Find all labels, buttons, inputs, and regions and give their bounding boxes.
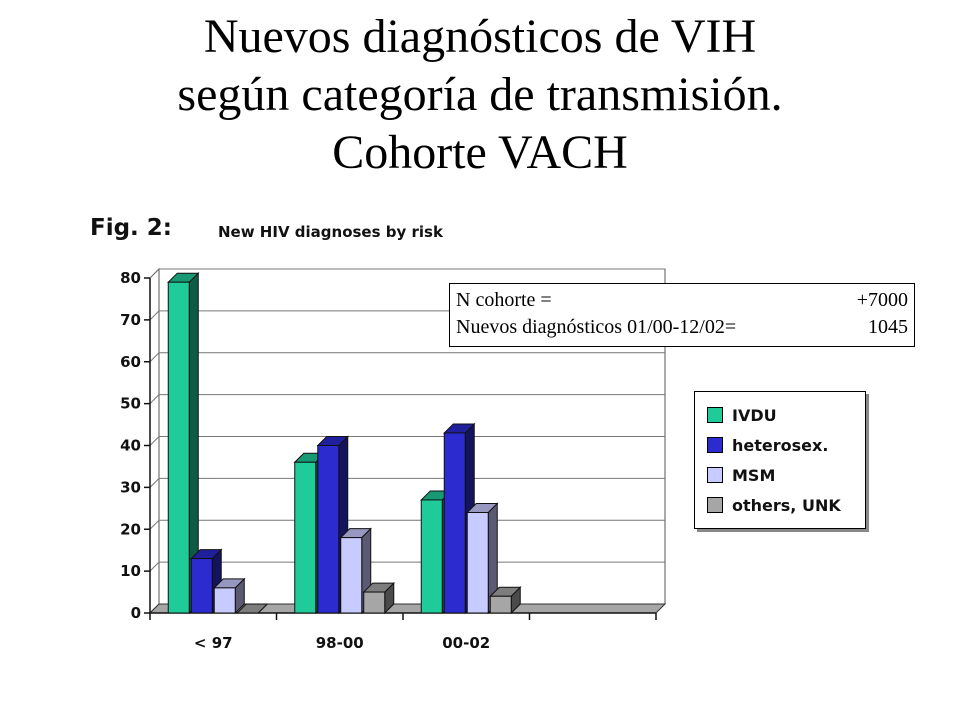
legend-label-ivdu: IVDU	[732, 405, 777, 425]
info-label-new-diagnoses: Nuevos diagnósticos 01/00-12/02=	[456, 316, 737, 338]
legend-label-msm: MSM	[732, 465, 776, 485]
bar-msm-1	[340, 537, 363, 614]
legend-swatch-msm	[707, 467, 723, 483]
gridline-80	[149, 268, 665, 279]
legend-swatch-heterosex	[707, 437, 723, 453]
x-tick-label-2: 00-02	[442, 634, 490, 652]
bar-others-unk-0-top	[236, 603, 269, 614]
bar-msm-0	[213, 587, 236, 614]
x-tick-label-1: 98-00	[316, 634, 364, 652]
bar-ivdu-2	[420, 499, 443, 614]
legend-item-msm: MSM	[707, 460, 865, 490]
slide-title: Nuevos diagnósticos de VIH según categor…	[0, 8, 960, 182]
legend-item-heterosex: heterosex.	[707, 430, 865, 460]
info-label-cohort: N cohorte =	[456, 289, 552, 311]
y-tick-label-80: 80	[120, 269, 141, 287]
chart-title: New HIV diagnoses by risk	[218, 223, 443, 241]
info-row-cohort: N cohorte = +7000	[456, 287, 908, 314]
y-tick-label-20: 20	[120, 520, 141, 538]
slide-title-line-3: Cohorte VACH	[332, 126, 628, 179]
chart-legend: IVDU heterosex. MSM others, UNK	[694, 391, 866, 529]
legend-label-heterosex: heterosex.	[732, 435, 829, 455]
legend-label-others: others, UNK	[732, 495, 841, 515]
figure-label: Fig. 2:	[90, 215, 173, 241]
legend-swatch-ivdu	[707, 407, 723, 423]
y-tick-label-10: 10	[120, 562, 141, 580]
y-tick-label-40: 40	[120, 437, 141, 455]
y-tick-label-0: 0	[131, 604, 141, 622]
bar-heterosex-0	[190, 558, 213, 614]
y-tick-label-30: 30	[120, 478, 141, 496]
info-row-new-diagnoses: Nuevos diagnósticos 01/00-12/02= 1045	[456, 314, 908, 341]
bar-ivdu-0	[167, 281, 190, 614]
bar-ivdu-1	[294, 461, 317, 614]
y-tick-label-50: 50	[120, 395, 141, 413]
gridline-60	[149, 352, 665, 363]
legend-item-others: others, UNK	[707, 490, 865, 520]
info-value-new-diagnoses: 1045	[868, 316, 908, 338]
info-value-cohort: +7000	[856, 289, 908, 311]
bar-others-unk-2	[489, 595, 512, 614]
gridline-30	[149, 477, 665, 488]
legend-item-ivdu: IVDU	[707, 400, 865, 430]
y-tick-label-60: 60	[120, 353, 141, 371]
bar-heterosex-1	[317, 445, 340, 614]
bar-heterosex-2	[443, 432, 466, 614]
y-tick-label-70: 70	[120, 311, 141, 329]
x-tick-label-0: < 97	[194, 634, 233, 652]
gridline-50	[149, 394, 665, 404]
gridline-40	[149, 436, 665, 446]
bar-msm-2	[466, 512, 489, 614]
bar-others-unk-1	[363, 591, 386, 614]
slide-title-line-2: según categoría de transmisión.	[177, 68, 783, 121]
legend-swatch-others	[707, 497, 723, 513]
cohort-info-box: N cohorte = +7000 Nuevos diagnósticos 01…	[449, 283, 915, 347]
slide-title-line-1: Nuevos diagnósticos de VIH	[203, 10, 757, 63]
